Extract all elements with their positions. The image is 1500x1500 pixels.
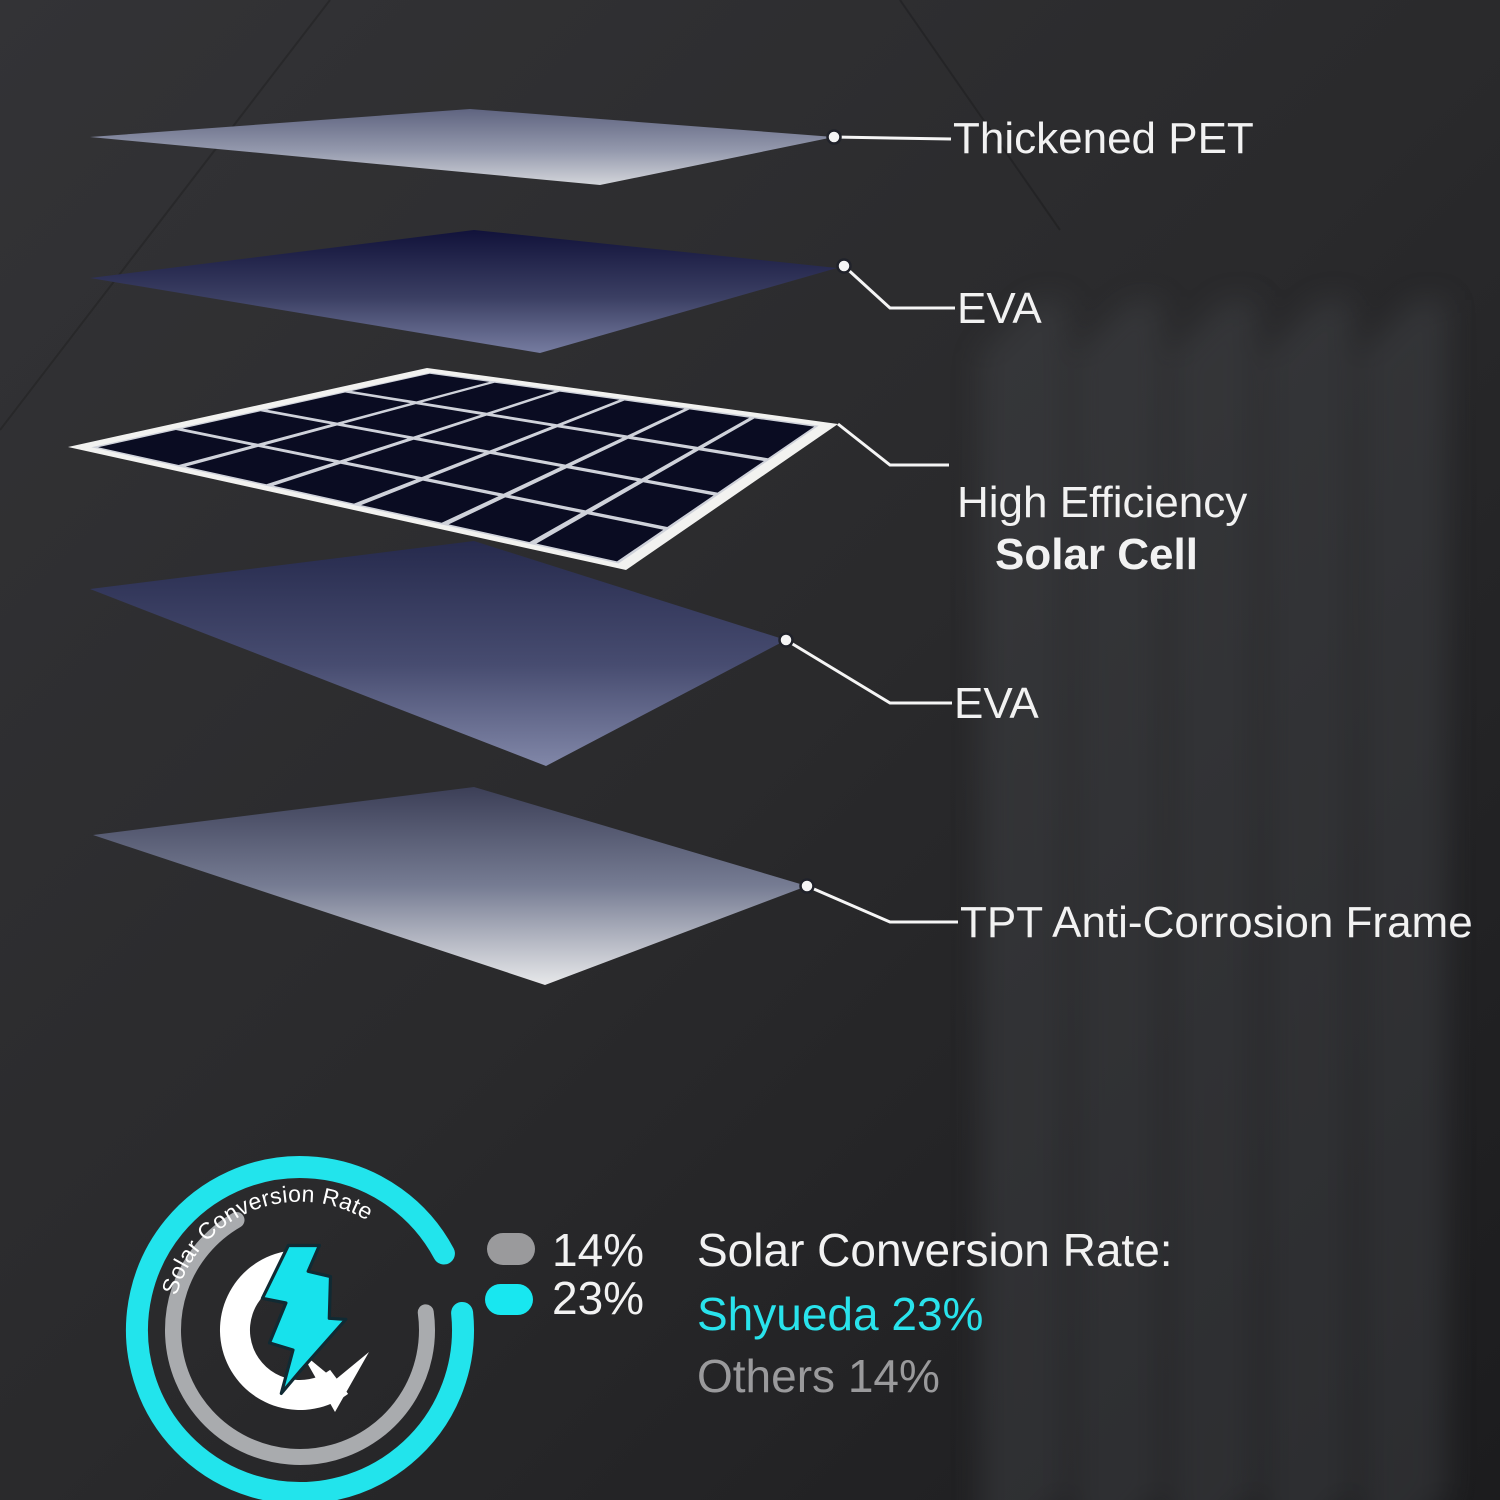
svg-text:Solar Conversion Rate:: Solar Conversion Rate: (697, 1224, 1173, 1276)
svg-text:High Efficiency: High Efficiency (957, 478, 1247, 527)
svg-text:Thickened PET: Thickened PET (953, 114, 1254, 163)
svg-text:EVA: EVA (954, 679, 1039, 728)
svg-text:Solar Cell: Solar Cell (995, 530, 1198, 579)
svg-text:14%: 14% (552, 1224, 644, 1276)
svg-text:23%: 23% (552, 1272, 644, 1324)
svg-text:TPT Anti-Corrosion Frame: TPT Anti-Corrosion Frame (960, 898, 1473, 947)
svg-text:Others 14%: Others 14% (697, 1350, 940, 1402)
svg-text:Shyueda 23%: Shyueda 23% (697, 1288, 983, 1340)
svg-text:EVA: EVA (957, 284, 1042, 333)
